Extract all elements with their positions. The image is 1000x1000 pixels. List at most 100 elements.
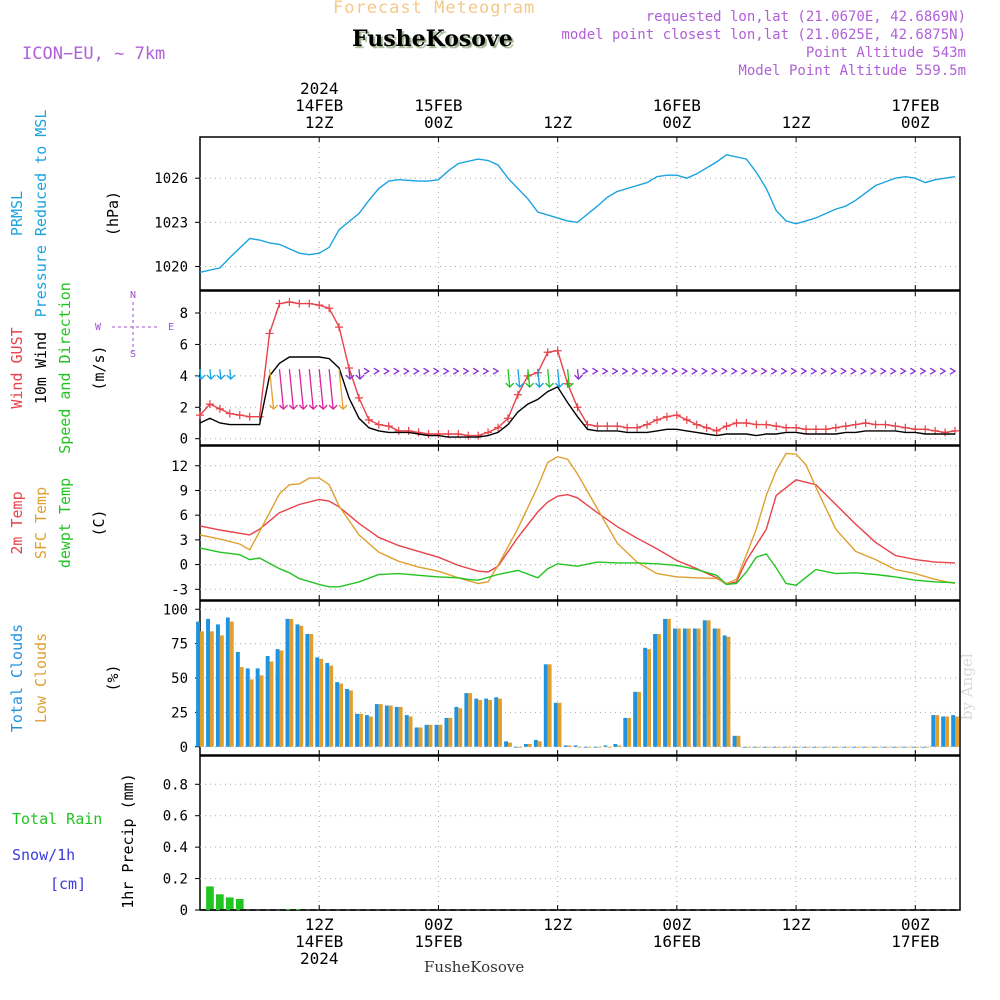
bar-low — [716, 628, 721, 747]
gust-marker — [354, 393, 363, 402]
y-tick-label: 1023 — [154, 215, 188, 231]
bar-low — [349, 690, 353, 747]
bottom-time-label: 2024 — [300, 949, 339, 968]
bar-low — [418, 727, 423, 747]
wind-direction-arrow — [318, 369, 328, 411]
bar-low — [517, 746, 522, 748]
wind-direction-arrow — [268, 369, 279, 411]
bar-total — [514, 746, 518, 748]
bar-total — [643, 647, 648, 747]
gust-marker — [821, 425, 830, 434]
y-tick-label: 6 — [180, 337, 188, 353]
y-tick-label: 3 — [180, 533, 188, 549]
wind-direction-arrow — [890, 367, 897, 375]
gust-marker — [335, 323, 344, 332]
y-axis-label: Total Clouds — [8, 624, 26, 732]
bar-low — [806, 746, 810, 748]
bar-low — [657, 634, 661, 747]
footer-station: FusheKosove — [424, 958, 525, 976]
bar-total — [841, 746, 846, 748]
y-tick-label: -3 — [171, 582, 188, 598]
wind-direction-arrow — [298, 369, 308, 411]
wind-direction-arrow — [226, 369, 236, 381]
top-time-label: 16FEB — [653, 96, 701, 115]
series-line-wind — [199, 356, 955, 438]
bar-total — [573, 745, 578, 747]
bar-low — [676, 628, 681, 747]
gust-marker — [702, 423, 711, 432]
bar-low — [557, 702, 562, 747]
top-time-label: 12Z — [543, 113, 572, 132]
bar-low — [279, 650, 284, 747]
bar-total — [245, 668, 250, 747]
y-axis-label: SFC Temp — [32, 487, 50, 559]
bar-total — [315, 657, 320, 747]
bar-total — [673, 628, 677, 747]
compass-west: W — [95, 322, 102, 333]
y-axis-label: 1hr Precip (mm) — [119, 773, 137, 908]
bar-low — [845, 746, 850, 748]
bar-rain — [206, 886, 214, 910]
bar-low — [607, 746, 612, 748]
wind-direction-arrow — [751, 367, 758, 375]
bar-total — [702, 620, 707, 747]
bar-total — [414, 727, 419, 747]
bar-low — [815, 746, 820, 748]
y-tick-label: 1020 — [154, 259, 188, 275]
bar-total — [722, 635, 727, 747]
wind-direction-arrow — [373, 367, 381, 375]
bar-low — [458, 708, 463, 747]
bar-low — [925, 746, 930, 748]
bar-low — [597, 746, 602, 748]
y-axis-label: Wind GUST — [8, 327, 26, 408]
bar-low — [200, 631, 204, 747]
gust-marker — [633, 423, 642, 432]
bar-total — [216, 624, 220, 747]
bar-low — [955, 716, 959, 747]
bar-total — [225, 617, 230, 747]
wind-direction-arrow — [721, 367, 728, 375]
gust-marker — [742, 419, 751, 427]
bar-low — [617, 745, 622, 747]
wind-direction-arrow — [671, 367, 679, 375]
gust-marker — [434, 430, 443, 438]
wind-direction-arrow — [800, 367, 808, 375]
wind-direction-arrow — [574, 369, 583, 381]
bar-low — [398, 706, 403, 747]
wind-direction-arrow — [929, 367, 937, 375]
bar-low — [488, 700, 492, 747]
bar-rain — [216, 894, 224, 910]
wind-direction-arrow — [711, 367, 718, 375]
y-tick-label: 0.8 — [163, 777, 188, 793]
panel-wind: 0 2 4 6 8 Wind GUST 10m Wind Speed and Directio… — [8, 282, 961, 454]
bar-total — [762, 746, 767, 748]
gust-marker — [275, 299, 284, 308]
y-tick-label: 1026 — [154, 171, 188, 187]
gust-marker — [861, 419, 870, 427]
y-axis-label: (m/s) — [90, 345, 108, 390]
y-axis-label: (%) — [104, 664, 122, 691]
gust-marker — [494, 423, 503, 432]
bar-low — [766, 746, 771, 748]
bar-total — [553, 702, 558, 747]
gust-marker — [295, 299, 304, 308]
wind-direction-arrow — [760, 367, 768, 375]
bar-low — [388, 705, 393, 747]
model-altitude: Model Point Altitude 559.5m — [738, 63, 966, 79]
bar-total — [206, 618, 210, 747]
wind-direction-arrow — [741, 367, 748, 375]
bar-low — [666, 618, 671, 747]
wind-direction-arrow — [611, 367, 619, 375]
point-altitude: Point Altitude 543m — [805, 45, 966, 61]
y-tick-label: 0 — [180, 432, 188, 448]
panel-frame — [199, 136, 961, 291]
wind-direction-arrow — [880, 367, 887, 375]
bar-rain — [295, 909, 304, 910]
panel-pressure: 1020 1023 1026 PRMSL Pressure Reduced to MSL… — [8, 110, 961, 317]
y-tick-label: 50 — [171, 671, 188, 687]
wind-direction-arrow — [601, 367, 609, 375]
wind-direction-arrow — [393, 367, 400, 375]
gust-marker — [672, 411, 681, 420]
bar-total — [325, 662, 330, 747]
gust-marker — [881, 420, 890, 429]
